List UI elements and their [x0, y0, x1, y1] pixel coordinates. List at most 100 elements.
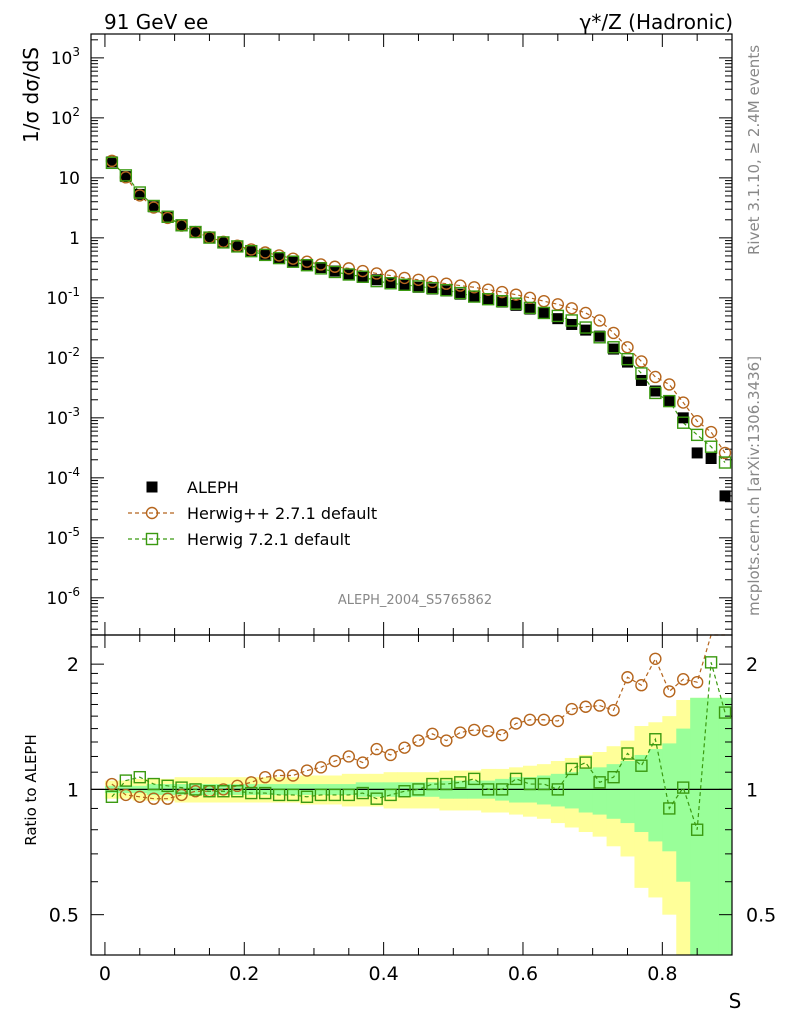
- ratio-point: [495, 783, 509, 796]
- ratio-point: [398, 741, 411, 754]
- ratio-point: [621, 747, 634, 760]
- data-point: [482, 293, 494, 305]
- ratio-plot-frame: [90, 634, 733, 956]
- ratio-point: [677, 673, 690, 686]
- data-point: [677, 416, 690, 429]
- ratio-point: [454, 726, 467, 739]
- ratio-point: [328, 788, 342, 802]
- ratio-point: [468, 772, 481, 786]
- data-point: [426, 281, 439, 295]
- series-line: [111, 162, 726, 463]
- data-point: [148, 201, 160, 213]
- x-tick-label: 0: [99, 963, 111, 985]
- ratio-point: [718, 706, 732, 719]
- data-point: [566, 318, 578, 330]
- data-point: [286, 255, 300, 268]
- legend-entry: Herwig++ 2.7.1 default: [187, 504, 377, 523]
- ratio-point: [426, 777, 439, 791]
- ratio-point: [119, 774, 133, 787]
- data-point: [287, 255, 299, 267]
- ratio-point: [690, 675, 704, 689]
- ratio-point: [635, 679, 648, 692]
- data-point: [412, 280, 425, 293]
- data-point: [593, 331, 606, 344]
- data-point: [147, 199, 160, 213]
- data-point: [565, 302, 578, 315]
- y-tick-label: 10-5: [46, 525, 80, 549]
- ratio-point: [663, 685, 676, 698]
- ratio-point: [217, 785, 230, 798]
- ratio-point: [495, 728, 509, 742]
- x-tick-label: 0.8: [647, 963, 677, 985]
- header-left: 91 GeV ee: [104, 10, 208, 34]
- data-point: [551, 298, 565, 311]
- x-tick-label: 0.6: [508, 963, 538, 985]
- main-panel: 10-6 10-5 10-4 10-3 10-2 10-1 1 10 102 103 ALEPH He…: [19, 33, 733, 636]
- ratio-point: [356, 786, 369, 800]
- ratio-point: [286, 769, 300, 782]
- data-point: [565, 314, 578, 327]
- rivet-label: Rivet 3.1.10, ≥ 2.4M events: [745, 45, 763, 255]
- data-point: [690, 428, 704, 442]
- ratio-point: [175, 781, 188, 794]
- data-point: [384, 277, 397, 290]
- main-y-axis-label: 1/σ dσ/dS: [19, 47, 43, 143]
- watermark: ALEPH_2004_S5765862: [338, 593, 492, 608]
- ratio-point: [468, 723, 481, 737]
- data-point: [608, 343, 620, 355]
- data-point: [273, 252, 285, 264]
- data-point: [315, 262, 327, 274]
- data-point: [245, 245, 257, 257]
- uncertainty-band-green: [592, 767, 608, 815]
- data-point: [537, 294, 551, 308]
- ratio-point: [621, 671, 634, 684]
- ratio-point: [481, 783, 495, 796]
- data-point: [481, 283, 495, 296]
- data-point: [371, 274, 383, 286]
- ratio-panel: 0.5 0.5 1 1 2 2 0 0.2 0.4 0.6 0.8 Ratio to ALEPH S: [22, 634, 776, 1013]
- ratio-point: [635, 759, 648, 772]
- data-point: [245, 244, 258, 258]
- data-point: [106, 156, 118, 168]
- data-point: [718, 446, 732, 460]
- uncertainty-band-green: [648, 749, 663, 842]
- legend-marker: [146, 481, 158, 493]
- data-point: [607, 341, 620, 354]
- data-point: [440, 277, 453, 290]
- data-point: [412, 281, 424, 293]
- ratio-point: [314, 788, 328, 802]
- y-tick-label: 103: [51, 45, 80, 69]
- ratio-point: [119, 788, 133, 802]
- y-tick-label: 102: [51, 105, 80, 129]
- data-point: [189, 225, 202, 239]
- data-point: [663, 394, 676, 408]
- data-point: [134, 188, 146, 200]
- ratio-point: [370, 792, 383, 805]
- ratio-point: [356, 756, 369, 769]
- y-tick-label: 10: [58, 169, 80, 189]
- ratio-point: [370, 742, 383, 756]
- uncertainty-band-green: [676, 728, 691, 882]
- data-point: [329, 265, 341, 277]
- data-point: [607, 326, 620, 340]
- data-point: [468, 281, 481, 294]
- uncertainty-band-green: [564, 772, 580, 809]
- ratio-point: [412, 734, 425, 747]
- ratio-point: [272, 788, 286, 802]
- data-point: [440, 285, 452, 297]
- data-point: [258, 248, 272, 262]
- y-tick-label: 10-2: [46, 345, 80, 369]
- data-point: [356, 270, 369, 283]
- data-point: [454, 286, 467, 300]
- ratio-point: [272, 769, 286, 782]
- legend-marker: [145, 506, 159, 520]
- data-point: [133, 186, 146, 199]
- uncertainty-band-green: [704, 697, 719, 955]
- uncertainty-band-green: [662, 743, 677, 852]
- data-point: [399, 279, 411, 291]
- data-point: [231, 240, 243, 252]
- ratio-y-tick-label-right: 1: [746, 779, 758, 801]
- ratio-point: [189, 783, 202, 796]
- data-point: [203, 231, 215, 243]
- data-point: [468, 290, 481, 303]
